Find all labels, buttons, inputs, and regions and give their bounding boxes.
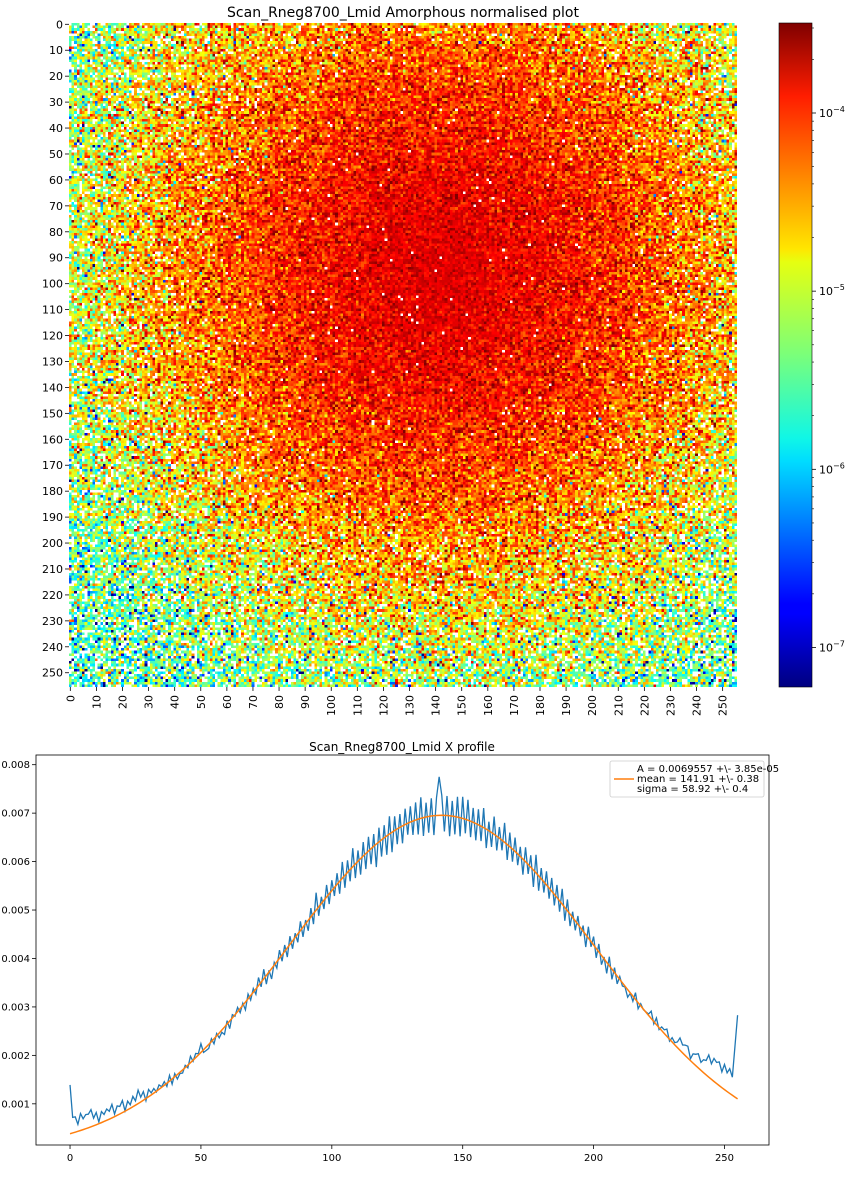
- heatmap-x-tick-label: 80: [273, 695, 286, 709]
- profile-y-tick-label: 0.006: [1, 857, 30, 868]
- heatmap-image: [69, 23, 737, 687]
- heatmap-chart: Scan_Rneg8700_Lmid Amorphous normalised …: [42, 5, 737, 716]
- heatmap-y-tick-label: 40: [49, 122, 63, 135]
- heatmap-y-tick-label: 230: [42, 615, 63, 628]
- heatmap-x-tick-label: 40: [169, 695, 182, 709]
- heatmap-x-tick-label: 170: [508, 695, 521, 716]
- profile-plot-area: [35, 754, 770, 1146]
- colorbar-ticks: 10−4 10−5 10−6 10−7: [812, 27, 845, 654]
- heatmap-x-tick-label: 50: [195, 695, 208, 709]
- colorbar-tick-label: 10−4: [819, 105, 845, 120]
- colorbar-tick-label: 10−5: [819, 283, 845, 298]
- heatmap-y-tick-label: 0: [56, 18, 63, 31]
- profile-y-tick-label: 0.008: [1, 760, 30, 771]
- heatmap-x-tick-label: 160: [482, 695, 495, 716]
- colorbar-tick-label: 10−6: [819, 461, 845, 476]
- heatmap-x-tick-label: 120: [377, 695, 390, 716]
- heatmap-y-tick-label: 100: [42, 278, 63, 291]
- heatmap-y-tick-label: 240: [42, 641, 63, 654]
- heatmap-y-tick-label: 120: [42, 330, 63, 343]
- profile-y-tick-label: 0.004: [1, 954, 30, 965]
- profile-x-axis: 0 50 100 150 200 250: [67, 1145, 734, 1164]
- profile-x-tick-label: 150: [453, 1153, 472, 1164]
- heatmap-y-tick-label: 250: [42, 667, 63, 680]
- colorbar-gradient: [778, 22, 813, 688]
- profile-x-tick-label: 50: [195, 1153, 208, 1164]
- heatmap-x-tick-label: 10: [90, 695, 103, 709]
- profile-y-tick-label: 0.003: [1, 1002, 30, 1013]
- heatmap-y-tick-label: 90: [49, 252, 63, 265]
- heatmap-x-tick-label: 180: [534, 695, 547, 716]
- heatmap-y-tick-label: 80: [49, 226, 63, 239]
- profile-x-tick-label: 200: [584, 1153, 603, 1164]
- heatmap-y-tick-label: 180: [42, 485, 63, 498]
- heatmap-y-axis: 0 10 20 30 40 50 60 70 80 90 100 110 120 130 140 150 160…: [42, 18, 69, 680]
- heatmap-x-tick-label: 250: [717, 695, 730, 716]
- heatmap-x-tick-label: 30: [143, 695, 156, 709]
- heatmap-y-tick-label: 170: [42, 459, 63, 472]
- heatmap-x-tick-label: 90: [299, 695, 312, 709]
- heatmap-y-tick-label: 70: [49, 200, 63, 213]
- colorbar: 10−4 10−5 10−6 10−7: [778, 22, 845, 688]
- heatmap-y-tick-label: 210: [42, 563, 63, 576]
- heatmap-x-tick-label: 70: [247, 695, 260, 709]
- profile-y-tick-label: 0.007: [1, 809, 30, 820]
- profile-y-tick-label: 0.005: [1, 906, 30, 917]
- legend-entry-a: A = 0.0069557 +\- 3.85e-05: [637, 764, 779, 775]
- heatmap-y-tick-label: 110: [42, 304, 63, 317]
- legend-entry-mean: mean = 141.91 +\- 0.38: [637, 774, 759, 785]
- profile-x-tick-label: 250: [715, 1153, 734, 1164]
- heatmap-y-tick-label: 50: [49, 148, 63, 161]
- heatmap-x-tick-label: 130: [404, 695, 417, 716]
- heatmap-x-tick-label: 110: [351, 695, 364, 716]
- legend-entry-sigma: sigma = 58.92 +\- 0.4: [637, 784, 748, 795]
- heatmap-y-tick-label: 150: [42, 407, 63, 420]
- heatmap-x-tick-label: 100: [325, 695, 338, 716]
- heatmap-x-axis: 0 10 20 30 40 50 60 70 80 90 100 110 120 130 140 150 160…: [64, 687, 730, 716]
- heatmap-y-tick-label: 220: [42, 589, 63, 602]
- series-fit-line: [69, 814, 739, 1135]
- heatmap-x-tick-label: 0: [64, 695, 77, 702]
- profile-y-axis: 0.001 0.002 0.003 0.004 0.005 0.006 0.007 0.008: [1, 760, 36, 1110]
- profile-x-tick-label: 0: [67, 1153, 73, 1164]
- heatmap-x-tick-label: 240: [691, 695, 704, 716]
- heatmap-y-tick-label: 200: [42, 537, 63, 550]
- profile-x-tick-label: 100: [322, 1153, 341, 1164]
- heatmap-y-tick-label: 160: [42, 433, 63, 446]
- heatmap-y-tick-label: 20: [49, 70, 63, 83]
- heatmap-y-tick-label: 130: [42, 355, 63, 368]
- heatmap-y-tick-label: 190: [42, 511, 63, 524]
- heatmap-y-tick-label: 60: [49, 174, 63, 187]
- heatmap-x-tick-label: 60: [221, 695, 234, 709]
- legend-box: [609, 760, 765, 798]
- profile-chart: Scan_Rneg8700_Lmid X profile 0 50 100 150 20…: [1, 740, 779, 1164]
- heatmap-x-tick-label: 190: [560, 695, 573, 716]
- heatmap-y-tick-label: 30: [49, 96, 63, 109]
- profile-y-tick-label: 0.002: [1, 1051, 30, 1062]
- heatmap-x-tick-label: 200: [586, 695, 599, 716]
- heatmap-x-tick-label: 150: [456, 695, 469, 716]
- heatmap-y-tick-label: 140: [42, 381, 63, 394]
- profile-y-tick-label: 0.001: [1, 1099, 30, 1110]
- heatmap-x-tick-label: 20: [116, 695, 129, 709]
- colorbar-tick-label: 10−7: [819, 639, 845, 654]
- heatmap-y-tick-label: 10: [49, 44, 63, 57]
- legend: A = 0.0069557 +\- 3.85e-05 mean = 141.91…: [609, 760, 779, 798]
- heatmap-x-tick-label: 230: [664, 695, 677, 716]
- profile-title: Scan_Rneg8700_Lmid X profile: [309, 740, 495, 754]
- heatmap-x-tick-label: 140: [430, 695, 443, 716]
- heatmap-title: Scan_Rneg8700_Lmid Amorphous normalised …: [227, 5, 579, 21]
- heatmap-x-tick-label: 220: [638, 695, 651, 716]
- heatmap-x-tick-label: 210: [612, 695, 625, 716]
